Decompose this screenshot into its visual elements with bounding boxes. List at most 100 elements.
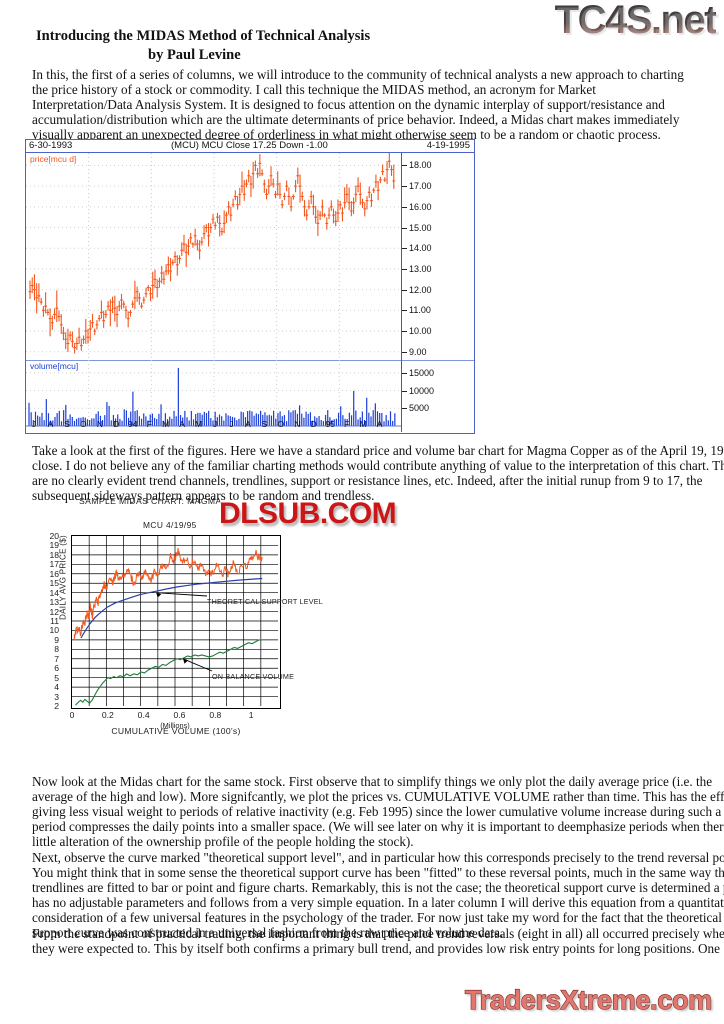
midas-series-svg <box>72 536 278 706</box>
paragraph-2: Take a look at the first of the figures.… <box>32 443 724 504</box>
month-tick: D <box>310 419 317 429</box>
midas-plot-area <box>71 535 281 709</box>
volume-tick-mark <box>402 390 407 392</box>
midas-y-tick: 17 <box>49 559 59 570</box>
paragraph-1: In this, the first of a series of column… <box>32 67 684 143</box>
price-tick-mark <box>402 165 407 167</box>
price-tick-label: 9.00 <box>409 346 427 357</box>
month-tick: N <box>294 419 301 429</box>
annotation-on-balance-volume: ON BALANCE VOLUME <box>212 673 294 681</box>
price-tick-mark <box>402 248 407 250</box>
price-axis: 18.00 17.00 16.00 15.00 14.00 13.00 12.00 11.00… <box>401 153 474 360</box>
midas-y-tick: 6 <box>54 663 59 674</box>
paragraph-5: From the standpoint of practical trading… <box>32 926 724 957</box>
annotation-theoretical-support: THEORETICAL SUPPORT LEVEL <box>207 598 323 606</box>
midas-y-tick: 3 <box>54 691 59 702</box>
price-tick-label: 14.00 <box>409 243 432 254</box>
price-tick-mark <box>402 206 407 208</box>
document-page: TC4S.net Introducing the MIDAS Method of… <box>0 0 724 142</box>
volume-series-svg <box>26 360 402 427</box>
midas-y-tick: 2 <box>54 701 59 711</box>
month-tick: J <box>229 419 234 429</box>
midas-x-tick: 0.6 <box>173 710 186 720</box>
midas-x-tick: 0.2 <box>101 710 114 720</box>
month-tick: 95 <box>325 419 335 429</box>
right-cursor-line <box>401 153 402 432</box>
volume-tick-mark <box>402 372 407 374</box>
price-tick-label: 16.00 <box>409 201 432 212</box>
month-tick: S <box>64 419 70 429</box>
dlsub-watermark: DLSUB.COM <box>218 496 397 531</box>
midas-x-tick: 0 <box>69 710 75 720</box>
tradersxtreme-watermark: TradersXtreme.com <box>464 984 713 1015</box>
midas-y-tick: 16 <box>49 568 59 579</box>
byline: by Paul Levine <box>148 47 241 63</box>
midas-y-tick: 5 <box>54 672 59 683</box>
price-pane-label: price[mcu d] <box>30 154 77 164</box>
month-tick: O <box>80 419 87 429</box>
page-title: Introducing the MIDAS Method of Technica… <box>36 28 371 44</box>
month-tick: O <box>277 419 285 429</box>
midas-y-tick: 11 <box>50 616 59 626</box>
chart1-end-date: 4-19-1995 <box>426 140 470 151</box>
midas-x-tick: 0.8 <box>209 710 222 720</box>
month-tick: A <box>47 419 54 429</box>
price-tick-label: 12.00 <box>409 284 432 295</box>
volume-tick-label: 5000 <box>409 403 430 414</box>
price-tick-mark <box>402 331 407 333</box>
volume-pane-label: volume[mcu] <box>30 361 79 371</box>
midas-y-tick: 9 <box>54 634 59 645</box>
month-tick: A <box>376 419 383 429</box>
month-tick: M <box>359 419 367 429</box>
volume-plot-area <box>26 360 402 432</box>
midas-y-tick: 13 <box>49 597 59 608</box>
month-tick: N <box>96 419 103 429</box>
volume-tick-label: 10000 <box>409 385 435 396</box>
price-volume-chart: 6-30-1993 (MCU) MCU Close 17.25 Down -1.… <box>25 139 475 434</box>
month-tick: 94 <box>127 419 138 429</box>
chart1-price-pane: price[mcu d] 18.00 17.00 16.00 15.00 14.00 13… <box>26 153 474 361</box>
midas-y-tick: 8 <box>54 644 59 655</box>
price-tick-mark <box>402 186 407 188</box>
price-tick-mark <box>402 310 407 312</box>
month-tick-row: J A S O N D 94 F M A M J J A S O N D 95 F M A <box>26 419 402 430</box>
midas-y-tick: 18 <box>49 549 59 560</box>
midas-y-tick: 20 <box>49 531 59 541</box>
price-series-svg <box>26 153 402 360</box>
price-tick-mark <box>402 268 407 270</box>
month-tick: M <box>162 419 170 429</box>
midas-y-tick: 14 <box>49 587 59 598</box>
midas-chart: SAMPLE MIDAS CHART: MAGMA MCU 4/19/95 DA… <box>31 495 322 745</box>
chart1-start-date: 6-30-1993 <box>29 140 73 151</box>
volume-axis: 15000 10000 5000 <box>401 360 474 432</box>
annotation-on-balance-volume-text: ON BALANCE VOLUME <box>212 672 295 681</box>
midas-y-tick: 4 <box>54 682 59 693</box>
midas-y-tick: 7 <box>54 653 59 664</box>
tc4s-logo: TC4S.net <box>554 0 718 42</box>
price-tick-label: 10.00 <box>409 326 432 337</box>
volume-tick-mark <box>402 408 407 410</box>
paragraph-3: Now look at the Midas chart for the same… <box>32 774 724 850</box>
price-tick-mark <box>402 227 407 229</box>
price-plot-area <box>26 153 402 360</box>
volume-tick-label: 15000 <box>409 367 435 378</box>
price-tick-label: 15.00 <box>409 222 432 233</box>
month-tick: A <box>179 419 185 429</box>
midas-y-tick: 12 <box>49 606 59 617</box>
month-tick: F <box>344 419 350 429</box>
midas-y-tick: 15 <box>49 578 59 589</box>
month-tick: S <box>261 419 268 429</box>
paragraph-4: Next, observe the curve marked "theoreti… <box>32 850 724 941</box>
price-tick-label: 18.00 <box>409 160 432 171</box>
price-tick-label: 11.00 <box>409 305 431 316</box>
midas-y-axis-label: DAILY AVG PRICE ($) <box>58 535 68 620</box>
midas-x-unit: (Millions) <box>160 721 190 730</box>
midas-y-tick: 19 <box>49 540 59 551</box>
chart1-symbol-quote: (MCU) MCU Close 17.25 Down -1.00 <box>171 140 328 151</box>
month-tick: J <box>31 419 37 429</box>
price-tick-mark <box>402 289 407 291</box>
month-tick: A <box>245 419 251 429</box>
midas-x-tick: 1 <box>248 710 254 720</box>
midas-x-axis-label: CUMULATIVE VOLUME (100's) <box>111 726 241 736</box>
month-tick: J <box>212 419 218 429</box>
